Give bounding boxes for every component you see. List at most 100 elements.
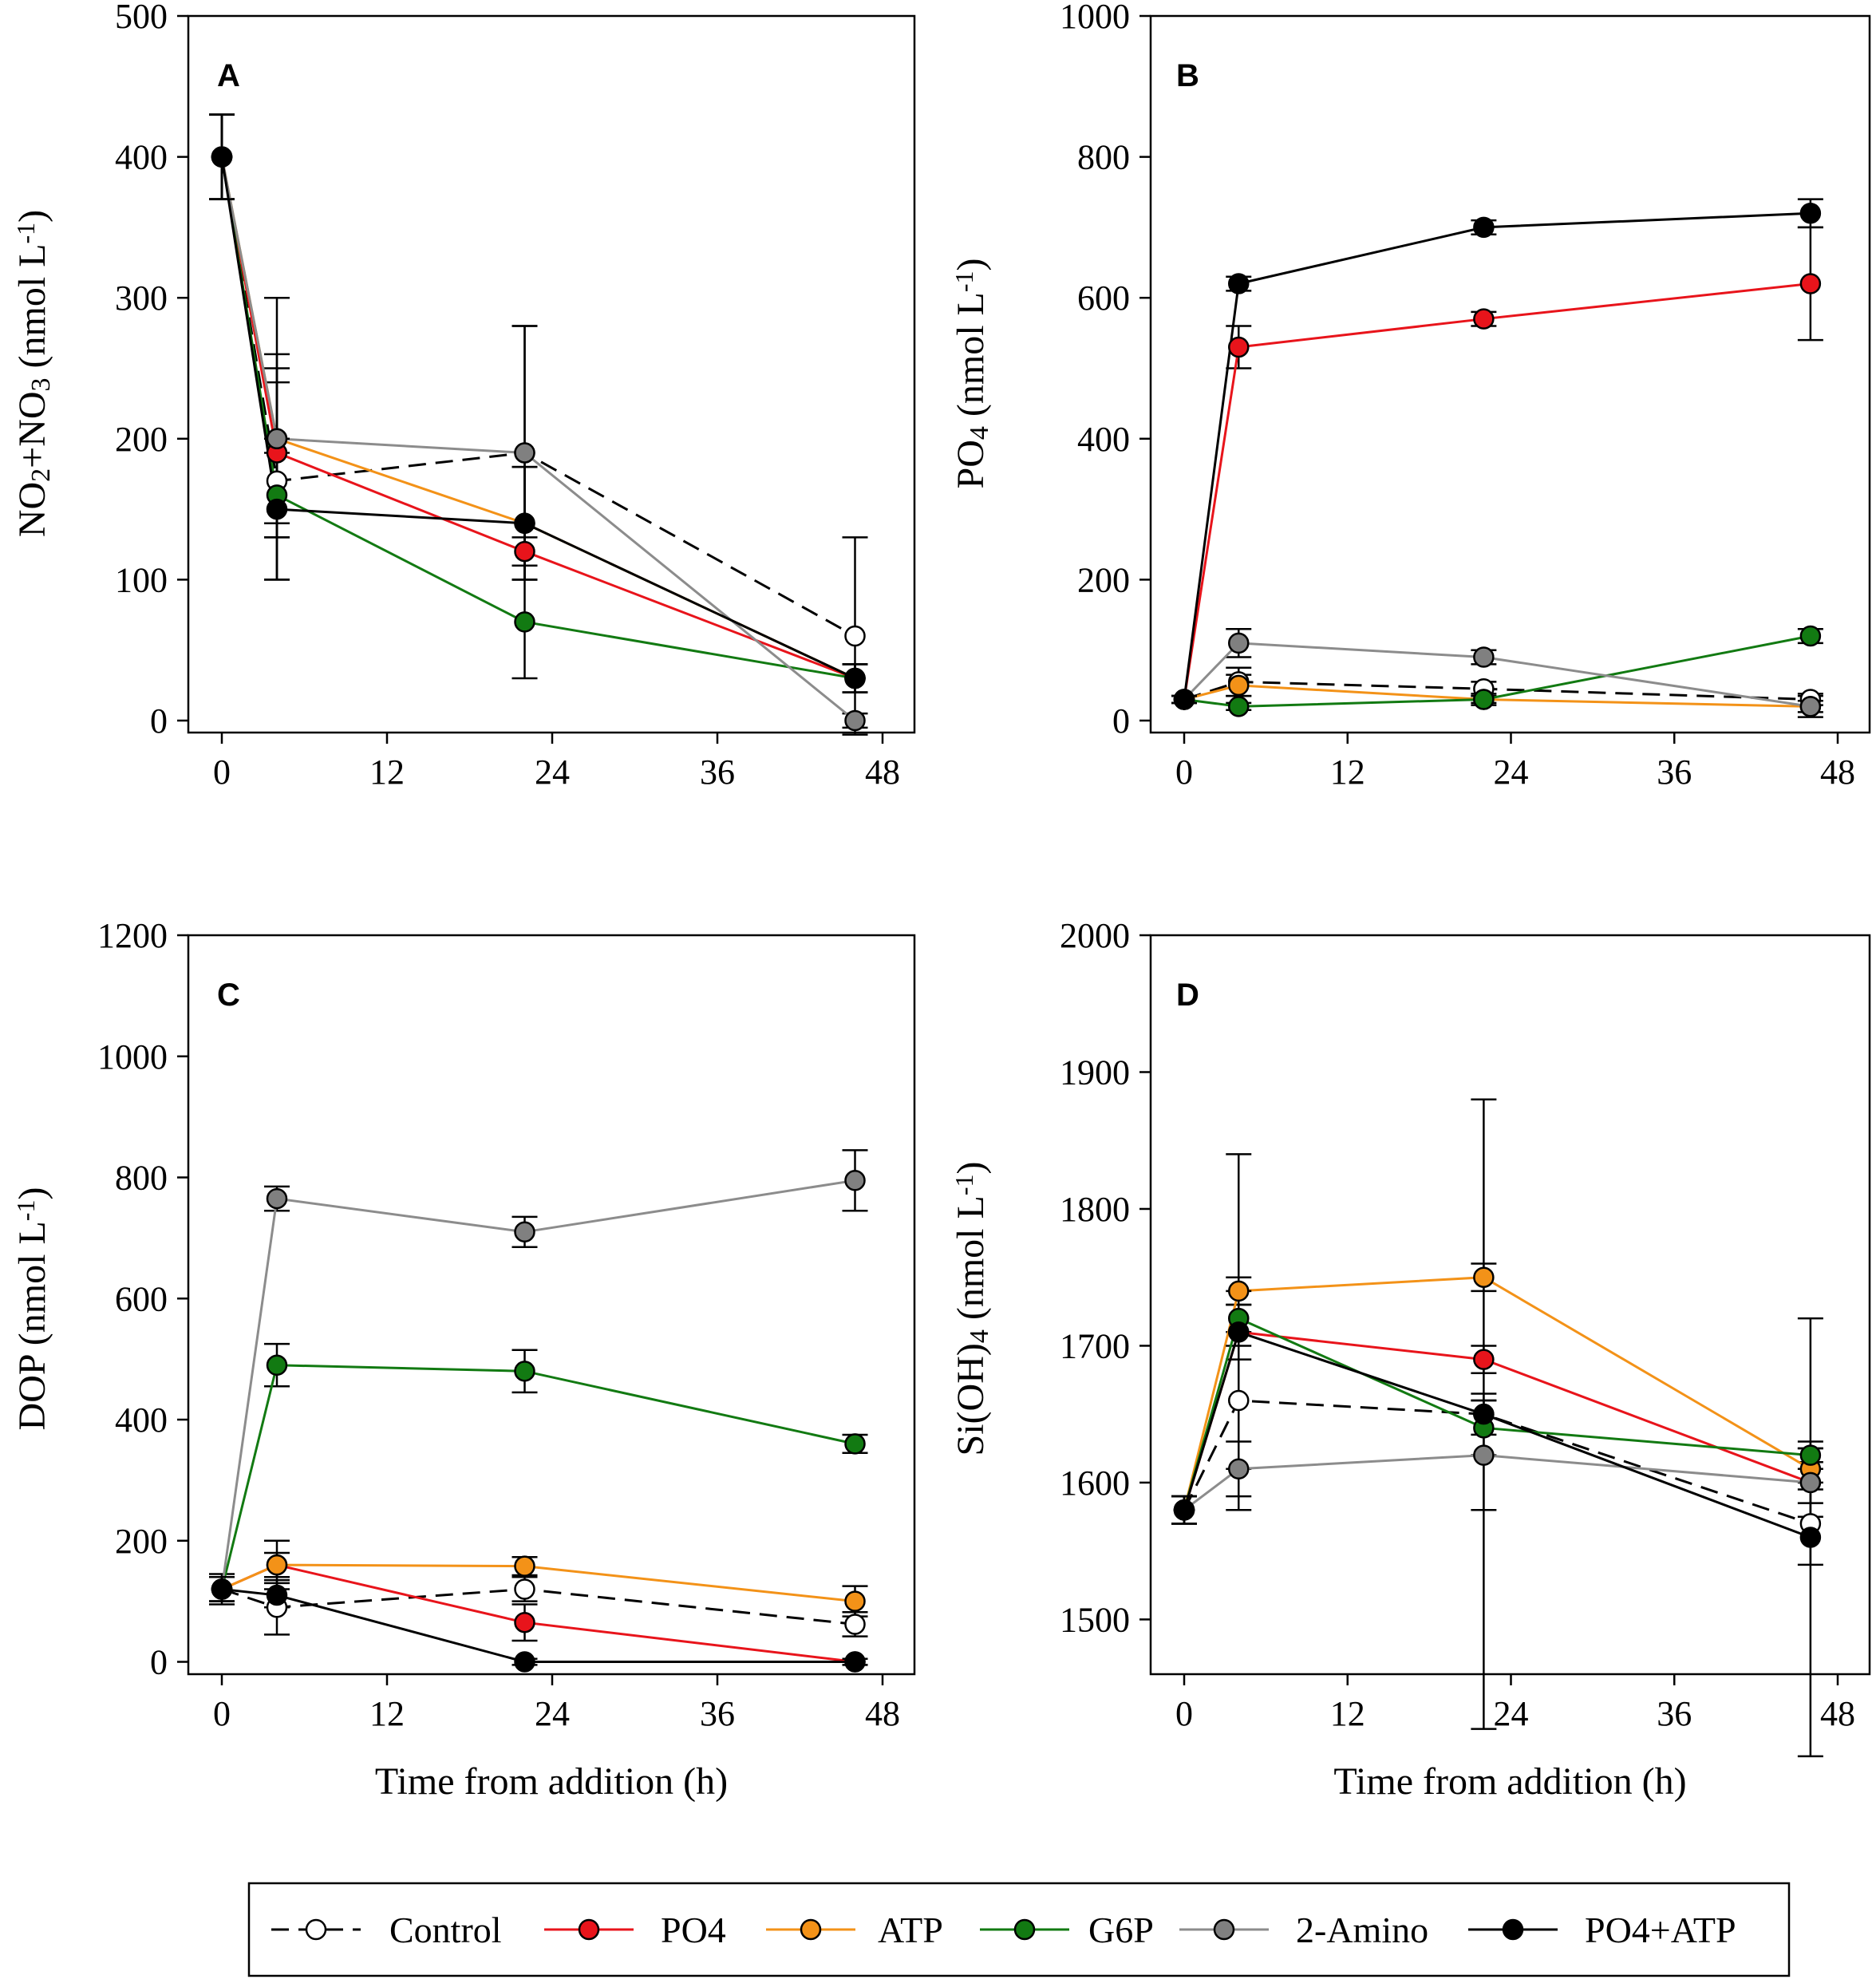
data-point xyxy=(514,442,535,464)
data-point xyxy=(514,611,535,633)
panel-letter: B xyxy=(1176,58,1199,93)
y-tick-label: 400 xyxy=(115,138,168,177)
series-line xyxy=(220,156,856,722)
series-line xyxy=(1183,684,1811,708)
y-tick-label: 1000 xyxy=(1060,0,1130,36)
plot-frame xyxy=(1149,934,1871,1676)
y-tick-label: 0 xyxy=(1112,701,1130,741)
series-control xyxy=(209,113,868,736)
data-point xyxy=(514,540,535,563)
data-point xyxy=(1173,1499,1195,1521)
series-atp xyxy=(209,1551,868,1618)
legend-item-2-amino: 2-Amino xyxy=(1179,1910,1428,1950)
legend-item-atp: ATP xyxy=(766,1910,943,1950)
y-tick-label: 200 xyxy=(115,1522,168,1561)
y-axis-label-part: -1 xyxy=(11,1200,40,1222)
data-point xyxy=(1228,1280,1250,1302)
y-axis-label-part: NO xyxy=(11,482,53,537)
y-tick-label: 400 xyxy=(115,1400,168,1440)
x-tick-label: 48 xyxy=(865,1694,900,1733)
legend-label: PO4+ATP xyxy=(1585,1910,1736,1950)
series-line xyxy=(1183,211,1811,700)
data-point xyxy=(1228,336,1250,358)
x-tick-label: 36 xyxy=(1657,1694,1692,1733)
series-2-amino xyxy=(209,1149,868,1602)
y-tick-label: 0 xyxy=(150,701,168,741)
y-axis-label-part: (nmol L xyxy=(950,292,992,426)
data-point xyxy=(266,1354,288,1376)
panel-letter: C xyxy=(217,978,240,1013)
series-atp xyxy=(1171,1262,1823,1525)
x-tick-label: 0 xyxy=(213,1694,231,1733)
y-axis-label-part: -1 xyxy=(950,271,978,292)
series-po4-atp xyxy=(209,113,868,693)
series-control xyxy=(209,1573,868,1637)
series-line xyxy=(221,1587,855,1664)
y-tick-label: 300 xyxy=(115,278,168,318)
y-tick-label: 1700 xyxy=(1060,1326,1130,1365)
x-tick-label: 36 xyxy=(700,753,735,792)
y-tick-label: 1200 xyxy=(97,916,168,955)
data-point xyxy=(1228,1321,1250,1343)
x-tick-label: 12 xyxy=(369,753,405,792)
panel-letter: D xyxy=(1176,978,1199,1013)
x-tick-label: 12 xyxy=(1330,1694,1365,1733)
data-point xyxy=(844,1651,866,1673)
x-tick-label: 48 xyxy=(1820,753,1855,792)
series-line xyxy=(220,156,855,680)
data-point xyxy=(844,667,866,689)
series-line xyxy=(1183,1330,1811,1539)
y-axis-label-part: 2 xyxy=(26,468,56,482)
series-line xyxy=(221,1563,855,1603)
x-tick-label: 0 xyxy=(1175,753,1193,792)
data-point xyxy=(844,709,866,732)
series-po4 xyxy=(209,113,868,693)
y-tick-label: 400 xyxy=(1077,420,1130,459)
y-axis-label-part: -1 xyxy=(950,1175,978,1196)
data-point xyxy=(1473,1349,1495,1370)
legend-item-control: Control xyxy=(271,1910,502,1950)
data-point xyxy=(1473,216,1495,239)
data-point xyxy=(266,498,288,520)
legend-label: 2-Amino xyxy=(1296,1910,1428,1950)
x-tick-label: 0 xyxy=(1175,1694,1193,1733)
y-axis-label-part: 4 xyxy=(965,1329,994,1343)
series-line xyxy=(1183,282,1811,700)
y-axis-label: DOP (nmol L-1) xyxy=(11,1187,53,1431)
y-axis-label-part: +NO xyxy=(11,391,53,468)
y-axis-label-part: 3 xyxy=(26,377,56,391)
y-tick-label: 800 xyxy=(115,1159,168,1198)
data-point xyxy=(514,1651,535,1673)
y-axis-label-part: (nmol L xyxy=(11,243,53,377)
legend-marker xyxy=(1502,1918,1524,1941)
x-tick-label: 24 xyxy=(1494,753,1529,792)
data-point xyxy=(266,1584,288,1606)
legend: Control PO4 ATP G6P 2-Amino PO4+ATP xyxy=(247,1882,1791,1977)
data-point xyxy=(514,1221,535,1243)
y-tick-label: 1600 xyxy=(1060,1464,1130,1503)
legend-label: G6P xyxy=(1088,1910,1154,1950)
panel-a: A 0 100 200 300 400 500 0 12 24 36 48 NO2+NO3 (nmol … xyxy=(11,0,916,792)
data-point xyxy=(1228,632,1250,654)
series-line xyxy=(220,156,856,680)
data-point xyxy=(266,1187,288,1210)
series-g6p xyxy=(1171,1290,1823,1525)
series-line xyxy=(220,1364,855,1590)
data-point xyxy=(514,1361,535,1382)
legend-marker xyxy=(1013,1918,1036,1941)
y-tick-label: 1000 xyxy=(97,1037,168,1076)
data-point xyxy=(211,146,233,168)
x-tick-label: 0 xyxy=(213,753,231,792)
legend-item-po4: PO4 xyxy=(544,1910,726,1950)
data-point xyxy=(1799,625,1822,647)
y-tick-label: 500 xyxy=(115,0,168,36)
y-tick-label: 1500 xyxy=(1060,1600,1130,1639)
legend-item-po4-atp: PO4+ATP xyxy=(1468,1910,1736,1950)
series-line xyxy=(221,1587,855,1626)
panel-b: B 0 200 400 600 800 1000 0 12 24 36 48 PO4 (nmol L-1… xyxy=(950,0,1871,792)
series-line xyxy=(220,156,856,638)
data-point xyxy=(1473,689,1495,710)
data-point xyxy=(1228,674,1250,697)
series-line xyxy=(1183,1399,1811,1525)
data-point xyxy=(514,1578,535,1600)
